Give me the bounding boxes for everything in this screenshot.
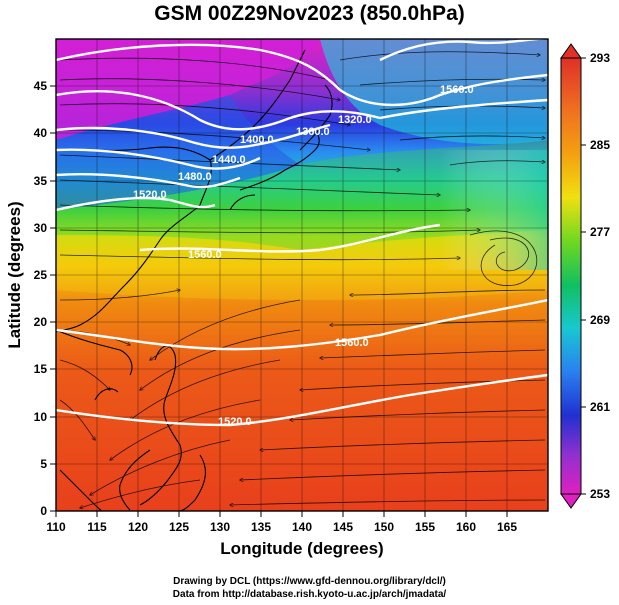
y-tick-label: 45	[34, 79, 48, 93]
colorbar-tick-label: 253	[590, 487, 610, 501]
contour-label: 1520.0	[218, 416, 252, 428]
x-tick-label: 135	[251, 520, 271, 534]
colorbar-tick-label: 293	[590, 51, 610, 65]
colorbar-ramp	[560, 57, 582, 495]
contour-label: 1520.0	[133, 189, 167, 201]
y-tick-label: 15	[34, 362, 48, 376]
y-axis-label: Latitude (degrees)	[5, 201, 24, 348]
x-tick-label: 160	[456, 520, 476, 534]
axis-tick-marks	[50, 85, 508, 517]
contour-label: 1320.0	[338, 114, 372, 126]
y-tick-label: 35	[34, 174, 48, 188]
y-tick-label: 25	[34, 268, 48, 282]
contour-label: 1360.0	[296, 126, 330, 138]
magenta-cold-core	[56, 39, 320, 140]
x-tick-label: 120	[128, 520, 148, 534]
colorbar-top-arrow	[560, 43, 582, 59]
colorbar-tick-label: 269	[590, 313, 610, 327]
colorbar: 293 285 277 269 261 253	[560, 43, 610, 509]
x-tick-label: 165	[497, 520, 517, 534]
y-tick-labels: 0 5 10 15 20 25 30 35 40 45	[34, 79, 48, 518]
colorbar-tick-label: 277	[590, 225, 610, 239]
x-tick-label: 115	[87, 520, 107, 534]
contour-labels: 1320.0 1360.0 1400.0 1440.0 1480.0 1520.…	[133, 84, 474, 428]
contour-label: 1560.0	[440, 84, 474, 96]
x-tick-label: 150	[374, 520, 394, 534]
coastlines	[56, 49, 333, 511]
colorbar-bottom-arrow	[560, 493, 582, 509]
chart-title: GSM 00Z29Nov2023 (850.0hPa)	[154, 2, 465, 25]
x-axis-label: Longitude (degrees)	[220, 539, 383, 558]
y-tick-label: 10	[34, 410, 48, 424]
credit-data-source: Data from http://database.rish.kyoto-u.a…	[172, 589, 447, 600]
credit-drawing: Drawing by DCL (https://www.gfd-dennou.o…	[173, 576, 446, 587]
colorbar-tick-label: 285	[590, 138, 610, 152]
x-tick-label: 145	[333, 520, 353, 534]
x-tick-label: 155	[415, 520, 435, 534]
contour-label: 1400.0	[240, 134, 274, 146]
x-tick-label: 140	[292, 520, 312, 534]
x-tick-label: 130	[210, 520, 230, 534]
x-tick-label: 125	[169, 520, 189, 534]
contour-label: 1560.0	[335, 337, 369, 349]
x-tick-label: 110	[46, 520, 66, 534]
y-tick-label: 20	[34, 315, 48, 329]
grid-lines	[56, 39, 548, 511]
contour-label: 1560.0	[188, 249, 222, 261]
colorbar-tick-label: 261	[590, 400, 610, 414]
x-tick-labels: 110 115 120 125 130 135 140 145 150 155 …	[46, 520, 517, 534]
height-contours	[56, 39, 548, 427]
y-tick-label: 40	[34, 126, 48, 140]
y-tick-label: 30	[34, 221, 48, 235]
y-tick-label: 0	[40, 504, 47, 518]
contour-label: 1440.0	[212, 154, 246, 166]
contour-label: 1480.0	[178, 171, 212, 183]
y-tick-label: 5	[40, 457, 47, 471]
